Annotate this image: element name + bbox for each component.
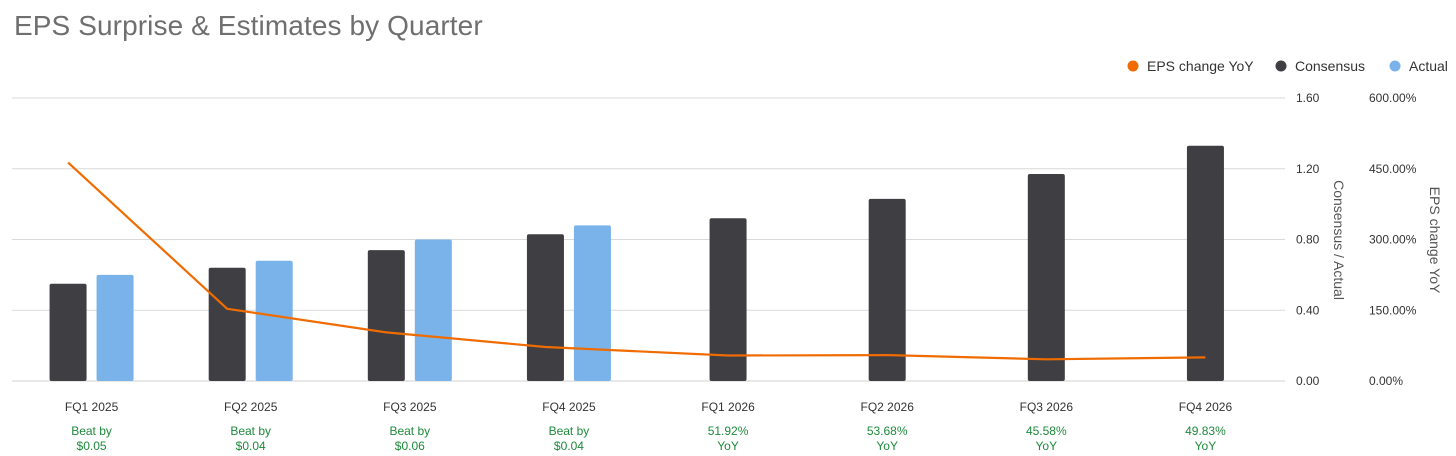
legend-eps-change-yoy-marker — [1127, 60, 1139, 72]
annotation-line2: YoY — [1195, 439, 1217, 453]
legend-consensus-label: Consensus — [1295, 58, 1365, 74]
legend-eps-change-yoy-label: EPS change YoY — [1147, 58, 1254, 74]
category-label: FQ1 2026 — [701, 400, 755, 414]
actual-bar — [414, 239, 452, 381]
consensus-bar — [709, 218, 747, 381]
category-label: FQ2 2026 — [861, 400, 915, 414]
category-label: FQ4 2025 — [542, 400, 596, 414]
category-label: FQ4 2026 — [1179, 400, 1233, 414]
annotation-line2: YoY — [876, 439, 898, 453]
actual-bar — [255, 260, 293, 381]
legend-consensus-marker — [1275, 60, 1287, 72]
eps-change-yoy-line — [67, 161, 1206, 361]
left-axis-tick-label: 0.80 — [1296, 233, 1320, 247]
annotation-line1: Beat by — [389, 424, 430, 438]
legend-actual-label: Actual — [1409, 58, 1448, 74]
annotation-line2: $0.04 — [236, 439, 266, 453]
consensus-bar — [49, 283, 87, 381]
category-label: FQ3 2026 — [1020, 400, 1074, 414]
left-axis-title: Consensus / Actual — [1331, 180, 1347, 300]
annotation-line1: 53.68% — [867, 424, 908, 438]
annotation-line1: 49.83% — [1185, 424, 1226, 438]
right-axis-tick-label: 300.00% — [1369, 233, 1417, 247]
right-axis-tick-label: 600.00% — [1369, 91, 1417, 105]
right-axis-tick-label: 0.00% — [1369, 374, 1403, 388]
consensus-bar — [367, 250, 405, 381]
left-axis-tick-label: 1.60 — [1296, 91, 1320, 105]
right-axis-tick-label: 150.00% — [1369, 303, 1417, 317]
left-axis-tick-label: 1.20 — [1296, 162, 1320, 176]
category-label: FQ3 2025 — [383, 400, 437, 414]
category-label: FQ1 2025 — [65, 400, 119, 414]
annotation-line1: 45.58% — [1026, 424, 1067, 438]
annotation-line2: $0.05 — [77, 439, 107, 453]
consensus-bar — [208, 267, 246, 381]
left-axis-tick-label: 0.00 — [1296, 374, 1320, 388]
actual-bar — [573, 225, 611, 381]
annotation-line1: Beat by — [230, 424, 271, 438]
right-axis-tick-label: 450.00% — [1369, 162, 1417, 176]
annotation-line2: YoY — [717, 439, 739, 453]
consensus-bar — [1027, 174, 1065, 381]
annotation-line1: Beat by — [71, 424, 112, 438]
right-axis-title: EPS change YoY — [1427, 187, 1443, 294]
annotation-line2: $0.04 — [554, 439, 584, 453]
category-label: FQ2 2025 — [224, 400, 278, 414]
consensus-bar — [526, 234, 564, 381]
left-axis-tick-label: 0.40 — [1296, 303, 1320, 317]
annotation-line1: 51.92% — [708, 424, 749, 438]
annotation-line2: $0.06 — [395, 439, 425, 453]
consensus-bar — [868, 198, 906, 381]
legend-actual-marker — [1389, 60, 1401, 72]
annotation-line1: Beat by — [549, 424, 590, 438]
chart-title: EPS Surprise & Estimates by Quarter — [14, 10, 483, 41]
consensus-bar — [1186, 145, 1224, 381]
actual-bar — [96, 274, 134, 381]
annotation-line2: YoY — [1036, 439, 1058, 453]
